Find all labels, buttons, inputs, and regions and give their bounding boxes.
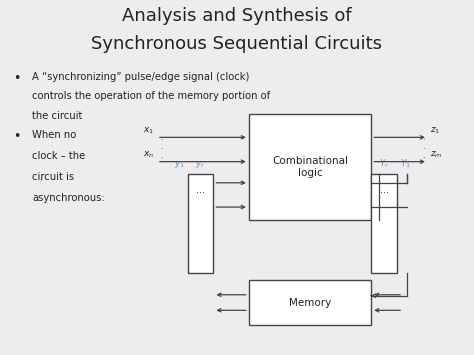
Text: ...: ... (380, 185, 389, 195)
Text: A “synchronizing” pulse/edge signal (clock): A “synchronizing” pulse/edge signal (clo… (32, 72, 249, 82)
Text: ...: ... (196, 185, 205, 195)
Text: clock – the: clock – the (32, 151, 85, 161)
Text: Analysis and Synthesis of: Analysis and Synthesis of (122, 7, 352, 24)
Text: •: • (13, 130, 20, 143)
Bar (249, 280, 371, 326)
Text: controls the operation of the memory portion of: controls the operation of the memory por… (32, 91, 270, 101)
Text: When no: When no (32, 130, 76, 140)
Bar (249, 114, 371, 220)
Text: asynchronous:: asynchronous: (32, 193, 105, 203)
Text: $z_1$: $z_1$ (430, 125, 440, 136)
Bar (188, 174, 213, 273)
Text: $x_1$: $x_1$ (144, 125, 155, 136)
Text: $x_n$: $x_n$ (143, 149, 155, 160)
Text: $z_m$: $z_m$ (430, 149, 443, 160)
Text: ·
·
·: · · · (160, 136, 163, 163)
Text: $Y_r$: $Y_r$ (379, 158, 390, 170)
Bar (371, 174, 397, 273)
Text: Combinational
logic: Combinational logic (272, 156, 348, 178)
Text: $Y_1$: $Y_1$ (400, 158, 410, 170)
Text: the circuit: the circuit (32, 110, 82, 121)
Text: Synchronous Sequential Circuits: Synchronous Sequential Circuits (91, 35, 383, 53)
Text: •: • (13, 72, 20, 85)
Text: circuit is: circuit is (32, 172, 74, 182)
Text: Memory: Memory (289, 297, 331, 307)
Text: $y_r$: $y_r$ (195, 159, 206, 170)
Text: ·
·
·: · · · (422, 136, 424, 163)
Text: $y_1$: $y_1$ (174, 159, 185, 170)
